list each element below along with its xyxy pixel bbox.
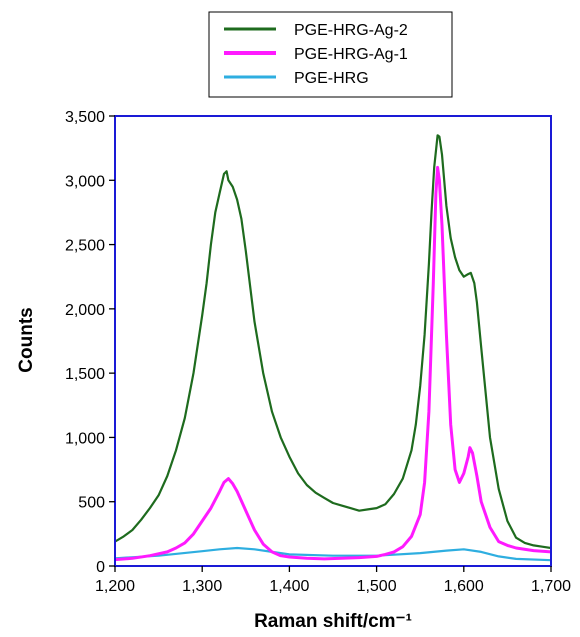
legend: PGE-HRG-Ag-2 PGE-HRG-Ag-1 PGE-HRG [208, 11, 453, 98]
y-tick-label: 3,500 [65, 109, 105, 126]
x-tick-label: 1,200 [95, 578, 135, 595]
plot-area [115, 134, 551, 562]
y-tick-label: 1,500 [65, 366, 105, 383]
axes: 1,200 1,300 1,400 1,500 1,600 1,700 0 500 1,000 1… [65, 109, 571, 595]
y-axis-title: Counts [16, 307, 37, 372]
plot-frame [114, 115, 552, 567]
series-line-2 [115, 546, 551, 562]
series-line-0 [115, 134, 551, 550]
y-tick-label: 3,000 [65, 173, 105, 190]
legend-label: PGE-HRG [294, 70, 369, 87]
y-tick-label: 1,000 [65, 430, 105, 447]
x-tick-label: 1,700 [531, 578, 571, 595]
y-tick-label: 0 [96, 559, 105, 576]
legend-label: PGE-HRG-Ag-1 [294, 46, 408, 63]
y-tick-label: 2,500 [65, 238, 105, 255]
x-axis-title: Raman shift/cm⁻¹ [254, 611, 412, 632]
legend-label: PGE-HRG-Ag-2 [294, 22, 408, 39]
y-tick-label: 2,000 [65, 302, 105, 319]
series-line-1 [115, 165, 551, 562]
y-tick-label: 500 [78, 495, 105, 512]
x-tick-label: 1,500 [357, 578, 397, 595]
x-tick-label: 1,400 [269, 578, 309, 595]
x-tick-label: 1,600 [444, 578, 484, 595]
x-tick-label: 1,300 [182, 578, 222, 595]
